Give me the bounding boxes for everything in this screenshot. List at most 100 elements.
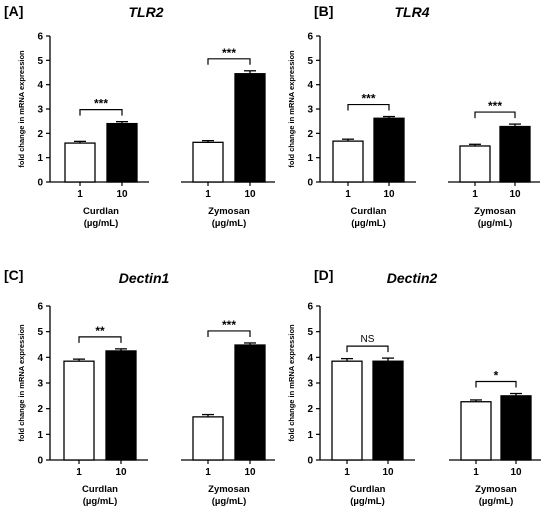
group-unit-label: (µg/mL) <box>83 496 118 507</box>
group-label: Zymosan <box>208 484 250 495</box>
y-tick-label: 3 <box>37 105 43 116</box>
y-tick-label: 5 <box>307 56 313 67</box>
panel-label: [B] <box>314 3 333 19</box>
bar <box>459 145 491 183</box>
panel-label: [A] <box>4 3 23 19</box>
y-tick-label: 0 <box>37 178 43 189</box>
bar <box>234 344 266 461</box>
group-label: Curdlan <box>83 206 119 217</box>
bar <box>105 350 137 461</box>
y-tick-label: 0 <box>307 456 313 467</box>
bar <box>372 360 404 461</box>
bar <box>460 401 492 461</box>
x-tick-label: 1 <box>205 467 211 478</box>
significance-bracket <box>475 380 517 388</box>
bar <box>499 125 531 183</box>
bar <box>63 360 95 461</box>
x-tick-label: 1 <box>77 189 83 200</box>
bar <box>106 122 138 183</box>
significance-bracket <box>79 109 123 116</box>
bar <box>192 416 224 461</box>
group-label: Zymosan <box>474 206 516 217</box>
chart-panel-2: [B] TLR4 fold change in mRNA expression 0 1 2… <box>287 3 540 229</box>
x-tick-label: 10 <box>116 189 128 200</box>
x-tick-label: 10 <box>383 189 395 200</box>
y-tick-label: 0 <box>307 178 313 189</box>
chart-title: Dectin2 <box>387 270 438 286</box>
panel-label: [D] <box>314 267 333 283</box>
chart-panel-1: [A] TLR2 fold change in mRNA expression 0 1 2… <box>4 3 275 229</box>
group-unit-label: (µg/mL) <box>212 218 247 229</box>
significance-bracket <box>474 111 516 119</box>
bar <box>331 360 363 461</box>
y-tick-label: 3 <box>307 379 313 390</box>
group-label: Zymosan <box>475 484 517 495</box>
x-tick-label: 10 <box>244 189 256 200</box>
chart-panel-4: [D] Dectin2 fold change in mRNA expression… <box>287 267 541 507</box>
y-tick-label: 2 <box>37 404 43 415</box>
x-tick-label: 1 <box>205 189 211 200</box>
group-unit-label: (µg/mL) <box>350 496 385 507</box>
x-tick-label: 10 <box>509 189 521 200</box>
y-tick-label: 3 <box>37 379 43 390</box>
y-tick-label: 6 <box>37 32 43 43</box>
y-tick-label: 2 <box>37 129 43 140</box>
y-tick-label: 4 <box>37 353 43 364</box>
y-tick-label: 3 <box>307 105 313 116</box>
bar <box>192 141 224 183</box>
bar <box>64 142 96 183</box>
x-tick-label: 10 <box>244 467 256 478</box>
x-tick-label: 1 <box>76 467 82 478</box>
y-tick-label: 4 <box>307 353 313 364</box>
group-unit-label: (µg/mL) <box>479 496 514 507</box>
chart-title: Dectin1 <box>119 270 170 286</box>
significance-label: ** <box>95 324 105 338</box>
x-tick-label: 10 <box>115 467 127 478</box>
x-tick-label: 10 <box>510 467 522 478</box>
x-tick-label: 1 <box>473 467 479 478</box>
significance-bracket <box>207 58 251 65</box>
y-tick-label: 0 <box>37 456 43 467</box>
y-tick-label: 5 <box>307 327 313 338</box>
bar <box>332 140 364 183</box>
chart-title: TLR2 <box>129 4 164 20</box>
significance-label: *** <box>222 318 236 332</box>
y-tick-label: 2 <box>307 129 313 140</box>
group-label: Curdlan <box>350 484 386 495</box>
significance-label: *** <box>222 46 236 60</box>
significance-label: *** <box>488 99 502 113</box>
significance-bracket <box>207 330 251 337</box>
y-axis-label: fold change in mRNA expression <box>17 324 26 442</box>
y-tick-label: 5 <box>37 56 43 67</box>
y-tick-label: 6 <box>307 302 313 313</box>
x-tick-label: 10 <box>382 467 394 478</box>
panel-label: [C] <box>4 267 23 283</box>
y-tick-label: 1 <box>37 153 43 164</box>
x-tick-label: 1 <box>472 189 478 200</box>
significance-bracket <box>346 345 389 353</box>
y-axis-label: fold change in mRNA expression <box>287 324 296 442</box>
y-tick-label: 6 <box>37 302 43 313</box>
x-tick-label: 1 <box>344 467 350 478</box>
significance-label: *** <box>94 97 108 111</box>
y-tick-label: 1 <box>307 153 313 164</box>
group-unit-label: (µg/mL) <box>84 218 119 229</box>
y-tick-label: 4 <box>307 80 313 91</box>
y-tick-label: 1 <box>37 430 43 441</box>
significance-label: *** <box>361 92 375 106</box>
significance-label: NS <box>361 334 375 345</box>
y-tick-label: 6 <box>307 32 313 43</box>
group-unit-label: (µg/mL) <box>351 218 386 229</box>
significance-bracket <box>347 103 390 111</box>
significance-label: * <box>494 369 499 383</box>
significance-bracket <box>78 336 122 343</box>
y-tick-label: 5 <box>37 327 43 338</box>
x-tick-label: 1 <box>345 189 351 200</box>
y-tick-label: 2 <box>307 404 313 415</box>
chart-title: TLR4 <box>395 4 430 20</box>
bar <box>234 73 266 183</box>
y-tick-label: 1 <box>307 430 313 441</box>
bar <box>373 117 405 183</box>
y-axis-label: fold change in mRNA expression <box>17 50 26 168</box>
